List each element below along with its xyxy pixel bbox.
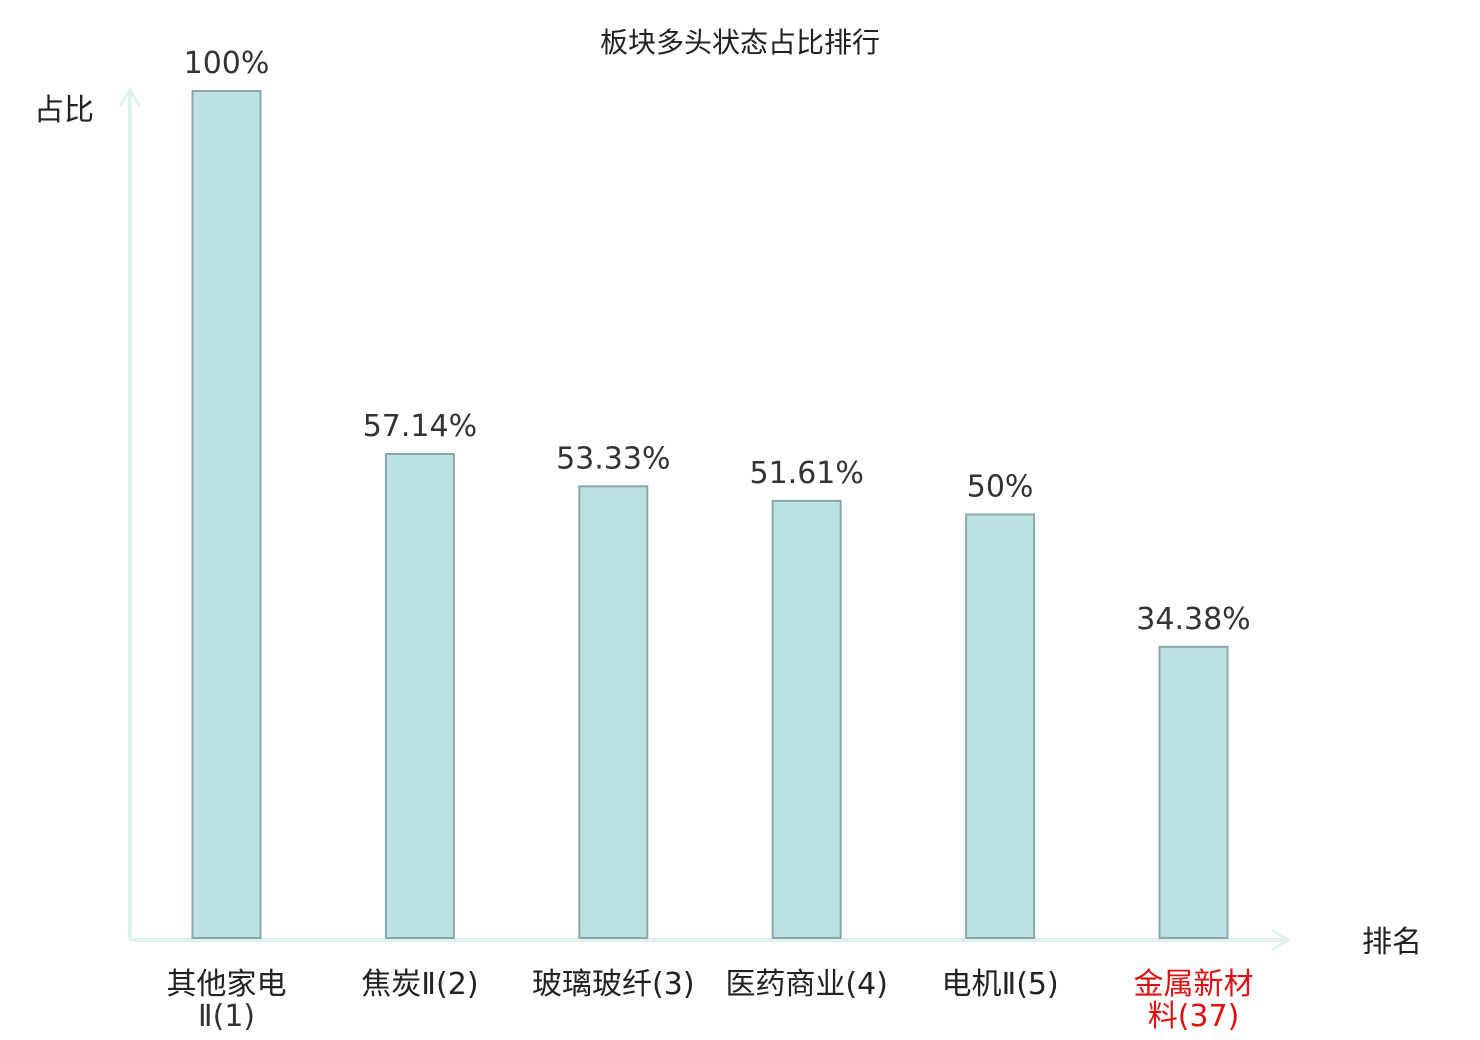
data-label: 50% xyxy=(967,470,1034,505)
chart-title: 板块多头状态占比排行 xyxy=(600,26,880,59)
bar xyxy=(965,513,1036,939)
y-axis-arrow xyxy=(118,87,142,107)
category-tick-label: 焦炭Ⅱ(2) xyxy=(361,967,478,1002)
bar xyxy=(771,499,842,939)
category-tick-label: 金属新材 xyxy=(1134,967,1254,1002)
data-label: 51.61% xyxy=(750,456,864,491)
bar xyxy=(191,90,262,939)
bar xyxy=(578,485,649,939)
x-axis-arrow xyxy=(1271,928,1291,952)
data-label: 53.33% xyxy=(556,441,670,476)
data-label: 34.38% xyxy=(1136,602,1250,637)
x-axis-label: 排名 xyxy=(1362,925,1422,960)
category-tick-label: 料(37) xyxy=(1148,999,1240,1034)
category-tick-label: Ⅱ(1) xyxy=(198,999,255,1034)
data-label: 100% xyxy=(184,46,270,81)
bar xyxy=(1158,645,1229,939)
category-tick-label: 玻璃玻纤(3) xyxy=(532,967,695,1002)
data-label: 57.14% xyxy=(363,409,477,444)
bar xyxy=(384,453,455,939)
category-tick-label: 电机Ⅱ(5) xyxy=(941,967,1058,1002)
category-tick-label: 医药商业(4) xyxy=(725,967,888,1002)
bars-group xyxy=(191,90,1229,939)
category-tick-label: 其他家电 xyxy=(167,967,287,1002)
y-axis-label: 占比 xyxy=(34,93,94,128)
value-labels-group: 100% 57.14% 53.33% 51.61% 50% 34.38% xyxy=(184,46,1251,637)
axes xyxy=(118,87,1291,952)
